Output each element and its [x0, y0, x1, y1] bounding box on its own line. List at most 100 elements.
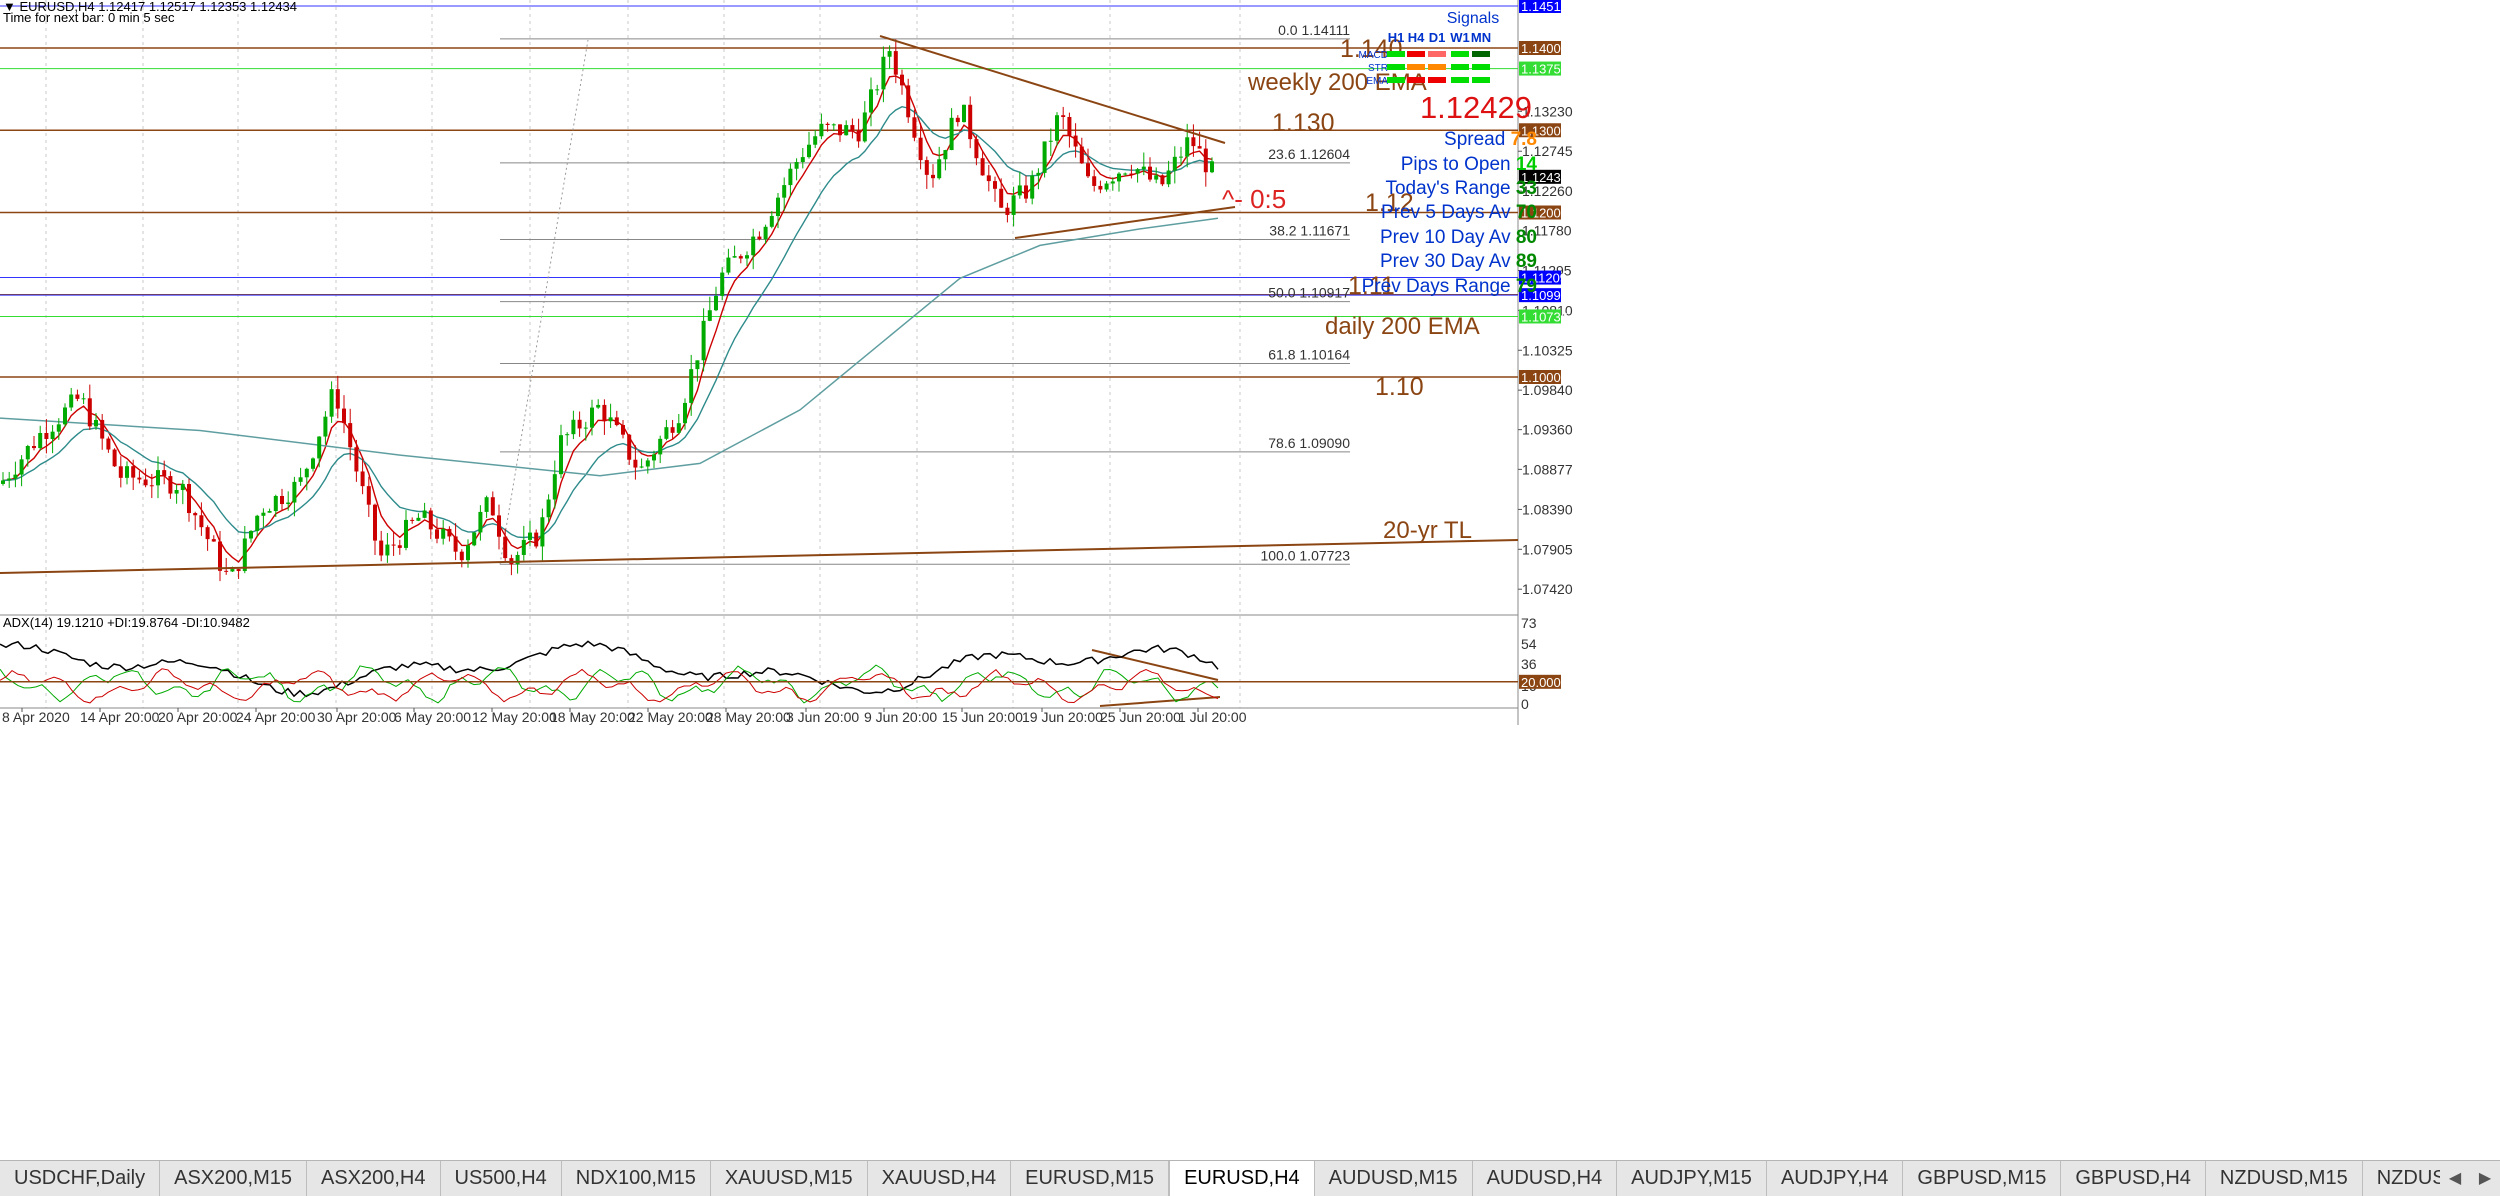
- chart-tab[interactable]: GBPUSD,H4: [2061, 1161, 2206, 1196]
- candle-body: [69, 394, 74, 408]
- candle-body: [906, 85, 911, 118]
- price-marker: [1519, 169, 1561, 184]
- chart-tab[interactable]: AUDJPY,M15: [1617, 1161, 1767, 1196]
- candle-body: [714, 295, 718, 311]
- tab-scroll-buttons[interactable]: ◀ ▶: [2440, 1161, 2500, 1195]
- candle-body: [143, 479, 148, 486]
- candle-body: [490, 497, 495, 516]
- adx-marker-label: 20.0000: [1521, 675, 1568, 690]
- chart-tab[interactable]: GBPUSD,M15: [1903, 1161, 2062, 1196]
- chart-tab[interactable]: NZDUSD,M15: [2206, 1161, 2363, 1196]
- trendline-label: 20-yr TL: [1383, 517, 1472, 544]
- candle-body: [304, 468, 309, 478]
- candle-body: [689, 369, 694, 403]
- chart-tab[interactable]: ASX200,M15: [160, 1161, 307, 1196]
- candle-body: [757, 236, 762, 240]
- chart-tab[interactable]: AUDJPY,H4: [1767, 1161, 1904, 1196]
- candle-body: [521, 539, 526, 555]
- candle-body: [435, 529, 439, 539]
- chart-tab[interactable]: US500,H4: [441, 1161, 562, 1196]
- candle-body: [583, 427, 588, 429]
- signal-cell: [1407, 51, 1425, 57]
- chart-tab-bar: USDCHF,Daily ASX200,M15 ASX200,H4 US500,H4 N…: [0, 1160, 2500, 1196]
- candle-body: [645, 460, 650, 467]
- adx-tick-label: 54: [1521, 636, 1537, 652]
- signal-row-label: STR: [1368, 63, 1388, 74]
- candle-body: [230, 569, 235, 572]
- chart-tab[interactable]: EURUSD,H4: [1169, 1161, 1315, 1196]
- candle-body: [156, 470, 160, 486]
- chart-tab[interactable]: AUDUSD,H4: [1473, 1161, 1618, 1196]
- candle-body: [137, 477, 142, 480]
- level-label: 1.140: [1340, 35, 1403, 63]
- candle-body: [670, 427, 675, 433]
- candle-body: [168, 476, 173, 494]
- signal-cell: [1387, 64, 1405, 70]
- candle-body: [106, 438, 111, 450]
- chart-tab[interactable]: NDX100,M15: [562, 1161, 711, 1196]
- candle-body: [875, 89, 880, 91]
- chart-tab[interactable]: XAUUSD,H4: [868, 1161, 1012, 1196]
- candle-body: [180, 483, 185, 491]
- candle-body: [1098, 185, 1103, 190]
- candle-body: [571, 419, 576, 435]
- chart-tab[interactable]: AUDUSD,M15: [1315, 1161, 1473, 1196]
- chart-tab[interactable]: XAUUSD,M15: [711, 1161, 868, 1196]
- candle-body: [211, 539, 216, 542]
- time-tick-label: 22 May 20:00: [628, 709, 713, 725]
- candle-body: [745, 255, 749, 259]
- candle-body: [726, 257, 731, 273]
- candle-body: [261, 512, 266, 516]
- candle-body: [218, 541, 222, 571]
- candle-body: [1166, 170, 1171, 185]
- candle-body: [986, 175, 991, 182]
- chart-tab[interactable]: USDCHF,Daily: [0, 1161, 161, 1196]
- chart-tab[interactable]: ASX200,H4: [307, 1161, 441, 1196]
- candle-body: [893, 51, 898, 75]
- candle-body: [1092, 176, 1097, 186]
- stat-line: Prev 30 Day Av 89: [1380, 251, 1537, 272]
- candle-body: [1024, 185, 1028, 199]
- candle-body: [614, 417, 619, 426]
- candle-body: [955, 117, 960, 123]
- candle-body: [459, 551, 464, 561]
- time-tick-label: 28 May 20:00: [706, 709, 791, 725]
- candle-body: [621, 425, 625, 435]
- candle-body: [56, 424, 61, 432]
- price-tick-label: 1.12745: [1522, 143, 1573, 159]
- candle-body: [800, 157, 805, 163]
- signal-timeframe: D1: [1429, 30, 1446, 45]
- candle-body: [1148, 166, 1152, 180]
- candle-body: [447, 528, 452, 537]
- candle-body: [1005, 207, 1010, 215]
- long-term-trendline: [0, 539, 1519, 574]
- candle-body: [596, 404, 601, 408]
- candle-body: [81, 398, 86, 400]
- current-price: 1.12429: [1420, 90, 1532, 125]
- candle-body: [937, 159, 942, 179]
- candle-body: [50, 431, 55, 440]
- signal-cell: [1428, 51, 1446, 57]
- time-tick-label: 24 Apr 20:00: [236, 709, 316, 725]
- signal-timeframe: MN: [1471, 30, 1491, 45]
- candle-body: [1110, 181, 1115, 184]
- candle-body: [652, 454, 656, 461]
- price-marker-label: 1.13000: [1521, 123, 1568, 138]
- candle-body: [416, 517, 421, 521]
- scroll-right-icon[interactable]: ▶: [2478, 1170, 2492, 1187]
- candle-body: [1160, 175, 1165, 185]
- signal-cell: [1472, 64, 1490, 70]
- price-chart[interactable]: 1.140 1.130 1.12 1.11 1.10 0.0 1.14111 23.6 1…: [0, 0, 2500, 1160]
- stat-value: 89: [1516, 251, 1537, 272]
- chart-tab[interactable]: EURUSD,M15: [1011, 1161, 1170, 1196]
- candle-body: [720, 272, 725, 296]
- price-tick-label: 1.09360: [1522, 422, 1573, 438]
- candle-body: [1117, 173, 1121, 182]
- candle-body: [292, 481, 297, 503]
- candle-body: [1191, 137, 1196, 147]
- scroll-left-icon[interactable]: ◀: [2448, 1170, 2462, 1187]
- price-marker-label: 1.13750: [1521, 62, 1568, 77]
- candle-body: [627, 434, 632, 460]
- candle-body: [428, 510, 433, 530]
- fib-label: 78.6 1.09090: [1268, 435, 1350, 451]
